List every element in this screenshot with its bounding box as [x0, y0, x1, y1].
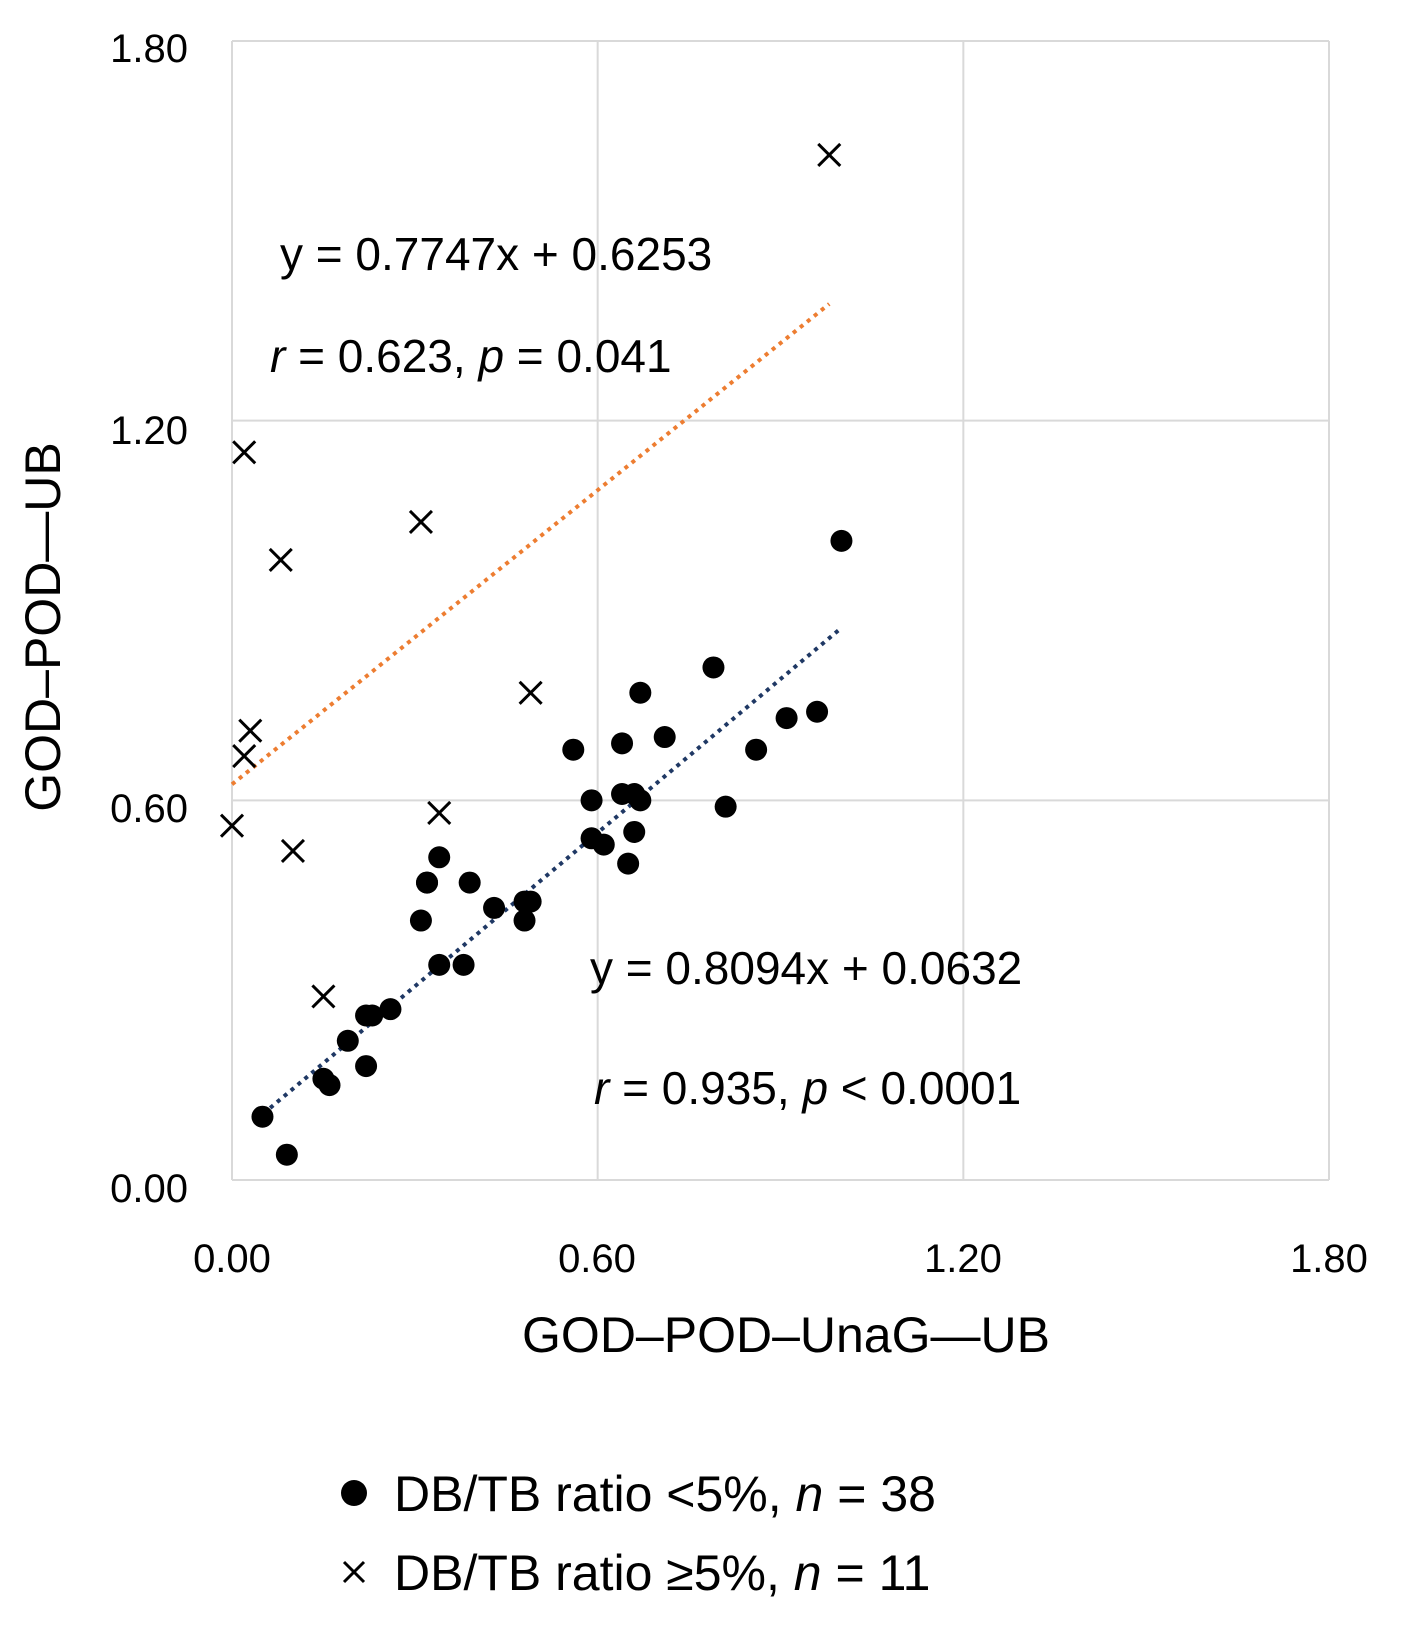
- data-point-circle: [611, 732, 634, 755]
- p-value: = 0.041: [504, 330, 672, 382]
- r-label: r: [270, 330, 287, 382]
- data-point-x: [219, 813, 245, 838]
- data-point-circle: [745, 738, 768, 761]
- r-value: = 0.623,: [285, 330, 478, 382]
- x-tick-label: 0.60: [558, 1237, 636, 1281]
- data-point-circle: [653, 726, 676, 749]
- data-point-x: [427, 800, 452, 826]
- legend: DB/TB ratio <5%, n = 38 DB/TB ratio ≥5%,…: [341, 1466, 936, 1601]
- legend-label-high-ratio: DB/TB ratio ≥5%, n = 11: [394, 1545, 930, 1601]
- data-point-x: [518, 680, 543, 705]
- data-point-x: [817, 142, 842, 167]
- legend-n: n: [794, 1545, 822, 1601]
- trendline-high-ratio: [230, 302, 831, 786]
- data-point-circle: [775, 707, 798, 730]
- data-point-x: [238, 718, 263, 743]
- data-point-circle: [416, 871, 439, 894]
- data-point-x: [232, 440, 257, 465]
- data-point-x: [408, 509, 433, 534]
- x-tick-labels: 0.00 0.60 1.20 1.80: [193, 1237, 1368, 1281]
- data-point-circle: [617, 852, 640, 875]
- p-label: p: [476, 330, 504, 382]
- legend-suffix: = 11: [822, 1545, 931, 1601]
- data-point-circle: [361, 1004, 384, 1027]
- data-point-circle: [629, 681, 652, 704]
- r-value: = 0.935,: [609, 1062, 802, 1114]
- p-value: < 0.0001: [828, 1062, 1021, 1114]
- data-point-circle: [519, 890, 542, 913]
- data-point-circle: [623, 820, 646, 843]
- data-point-circle: [580, 789, 603, 812]
- data-point-circle: [513, 909, 536, 932]
- data-point-circle: [452, 953, 475, 976]
- legend-suffix: = 38: [823, 1466, 936, 1522]
- data-point-circle: [483, 896, 506, 919]
- legend-prefix: DB/TB ratio ≥5%,: [394, 1545, 794, 1601]
- y-tick-label: 1.80: [110, 27, 188, 71]
- x-tick-label: 1.80: [1290, 1237, 1368, 1281]
- x-tick-label: 0.00: [193, 1237, 271, 1281]
- data-point-circle: [592, 833, 615, 856]
- data-point-circle: [428, 846, 451, 869]
- gridlines: [231, 40, 1330, 1181]
- equation-low-ratio: y = 0.8094x + 0.0632: [590, 942, 1022, 994]
- data-point-circle: [336, 1029, 359, 1052]
- y-tick-labels: 0.00 0.60 1.20 1.80: [110, 27, 188, 1211]
- equation-group-low-ratio: y = 0.8094x + 0.0632 r = 0.935, p < 0.00…: [590, 942, 1022, 1114]
- data-point-circle: [830, 529, 853, 552]
- data-point-x: [232, 743, 257, 769]
- data-point-circle: [275, 1143, 298, 1166]
- data-point-x: [280, 838, 306, 864]
- legend-n: n: [796, 1466, 824, 1522]
- data-point-x: [268, 547, 293, 572]
- data-point-circle: [629, 789, 652, 812]
- data-point-circle: [379, 998, 402, 1021]
- stats-low-ratio: r = 0.935, p < 0.0001: [594, 1062, 1021, 1114]
- x-axis-label: GOD–POD–UnaG—UB: [522, 1307, 1050, 1363]
- legend-prefix: DB/TB ratio <5%,: [394, 1466, 796, 1522]
- data-points: [219, 142, 853, 1166]
- data-point-circle: [355, 1055, 378, 1078]
- data-point-circle: [428, 953, 451, 976]
- y-axis-label: GOD–POD—UB: [15, 442, 71, 812]
- p-label: p: [800, 1062, 828, 1114]
- equation-group-high-ratio: y = 0.7747x + 0.6253 r = 0.623, p = 0.04…: [270, 228, 712, 382]
- legend-label-low-ratio: DB/TB ratio <5%, n = 38: [394, 1466, 936, 1522]
- data-point-circle: [251, 1105, 274, 1128]
- data-point-circle: [702, 656, 725, 679]
- data-point-circle: [409, 909, 432, 932]
- data-point-circle: [714, 795, 737, 818]
- y-tick-label: 0.60: [110, 787, 188, 831]
- data-point-x: [311, 984, 336, 1009]
- r-label: r: [594, 1062, 611, 1114]
- y-tick-label: 1.20: [110, 409, 188, 453]
- x-tick-label: 1.20: [924, 1237, 1002, 1281]
- legend-x-marker: [342, 1560, 366, 1584]
- data-point-circle: [318, 1074, 341, 1097]
- legend-circle-marker: [341, 1480, 367, 1506]
- stats-high-ratio: r = 0.623, p = 0.041: [270, 330, 672, 382]
- y-tick-label: 0.00: [110, 1167, 188, 1211]
- data-point-circle: [562, 738, 585, 761]
- equation-high-ratio: y = 0.7747x + 0.6253: [280, 228, 712, 280]
- data-point-circle: [806, 700, 829, 723]
- data-point-circle: [458, 871, 481, 894]
